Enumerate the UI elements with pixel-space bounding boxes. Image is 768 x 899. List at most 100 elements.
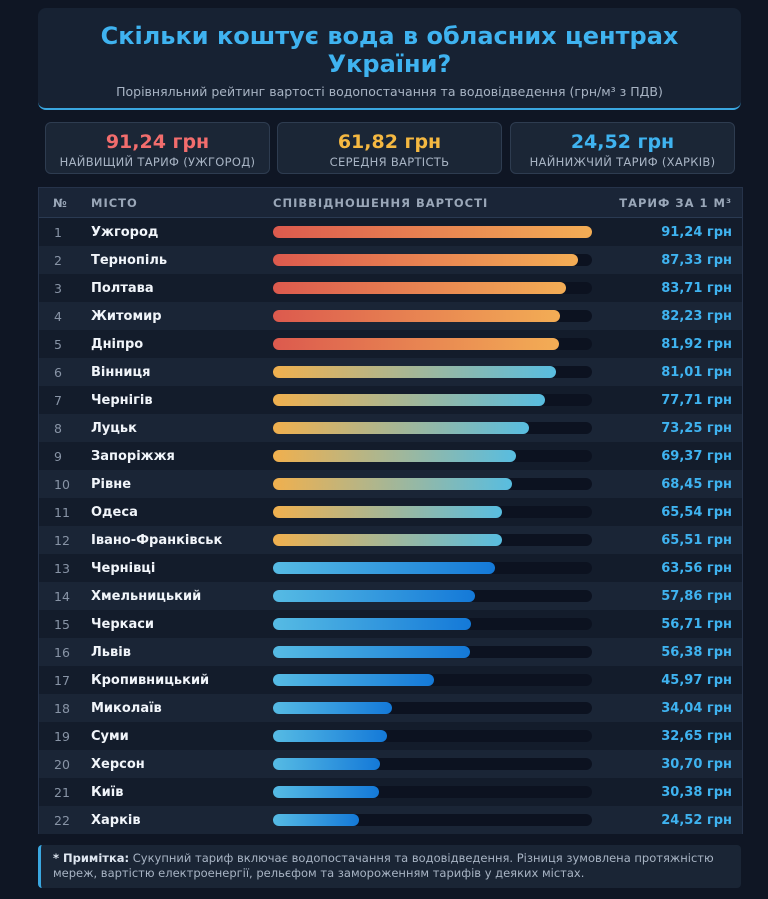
- row-tariff: 30,38 грн: [661, 785, 732, 800]
- bar: [273, 226, 592, 238]
- table-row: 10 Рівне 68,45 грн: [39, 470, 742, 498]
- row-rank: 3: [54, 281, 62, 296]
- card-highest-value: 91,24 грн: [105, 131, 210, 153]
- bar: [273, 618, 471, 630]
- table-row: 7 Чернігів 77,71 грн: [39, 386, 742, 414]
- row-rank: 22: [54, 813, 70, 828]
- bar-track: [273, 310, 592, 322]
- tariff-table: № МІСТО СПІВВІДНОШЕННЯ ВАРТОСТІ ТАРИФ ЗА…: [38, 187, 743, 834]
- table-row: 11 Одеса 65,54 грн: [39, 498, 742, 526]
- bar-track: [273, 590, 592, 602]
- row-rank: 14: [54, 589, 70, 604]
- bar: [273, 310, 560, 322]
- table-row: 20 Херсон 30,70 грн: [39, 750, 742, 778]
- bar-track: [273, 646, 592, 658]
- row-tariff: 81,01 грн: [661, 365, 732, 380]
- row-city: Житомир: [91, 309, 162, 324]
- row-city: Харків: [91, 813, 141, 828]
- row-city: Чернівці: [91, 561, 156, 576]
- row-tariff: 57,86 грн: [661, 589, 732, 604]
- table-row: 5 Дніпро 81,92 грн: [39, 330, 742, 358]
- header-panel: Скільки коштує вода в обласних центрах У…: [38, 8, 741, 110]
- row-city: Черкаси: [91, 617, 155, 632]
- table-row: 12 Івано-Франківськ 65,51 грн: [39, 526, 742, 554]
- bar-track: [273, 338, 592, 350]
- row-tariff: 56,71 грн: [661, 617, 732, 632]
- card-lowest-label: НАЙНИЖЧИЙ ТАРИФ (ХАРКІВ): [529, 155, 716, 169]
- bar-track: [273, 226, 592, 238]
- bar-track: [273, 562, 592, 574]
- row-tariff: 56,38 грн: [661, 645, 732, 660]
- row-rank: 16: [54, 645, 70, 660]
- row-tariff: 81,92 грн: [661, 337, 732, 352]
- summary-cards: 91,24 грн НАЙВИЩИЙ ТАРИФ (УЖГОРОД) 61,82…: [45, 122, 735, 174]
- card-average-value: 61,82 грн: [337, 131, 442, 153]
- row-rank: 17: [54, 673, 70, 688]
- table-row: 2 Тернопіль 87,33 грн: [39, 246, 742, 274]
- row-tariff: 24,52 грн: [661, 813, 732, 828]
- card-highest: 91,24 грн НАЙВИЩИЙ ТАРИФ (УЖГОРОД): [45, 122, 270, 174]
- row-tariff: 69,37 грн: [661, 449, 732, 464]
- row-city: Івано-Франківськ: [91, 533, 223, 548]
- row-city: Херсон: [91, 757, 145, 772]
- bar-track: [273, 674, 592, 686]
- row-city: Львів: [91, 645, 131, 660]
- row-rank: 2: [54, 253, 62, 268]
- row-tariff: 32,65 грн: [661, 729, 732, 744]
- row-rank: 1: [54, 225, 62, 240]
- row-city: Миколаїв: [91, 701, 162, 716]
- row-rank: 13: [54, 561, 70, 576]
- row-city: Суми: [91, 729, 129, 744]
- bar: [273, 786, 379, 798]
- bar: [273, 534, 502, 546]
- table-row: 9 Запоріжжя 69,37 грн: [39, 442, 742, 470]
- row-rank: 9: [54, 449, 62, 464]
- table-row: 19 Суми 32,65 грн: [39, 722, 742, 750]
- row-tariff: 77,71 грн: [661, 393, 732, 408]
- bar-track: [273, 758, 592, 770]
- bar: [273, 282, 566, 294]
- bar: [273, 254, 578, 266]
- card-average-label: СЕРЕДНЯ ВАРТІСТЬ: [329, 155, 450, 169]
- row-rank: 15: [54, 617, 70, 632]
- row-tariff: 82,23 грн: [661, 309, 732, 324]
- page-title: Скільки коштує вода в обласних центрах У…: [100, 22, 679, 78]
- card-lowest-value: 24,52 грн: [570, 131, 675, 153]
- row-city: Запоріжжя: [91, 449, 175, 464]
- table-row: 3 Полтава 83,71 грн: [39, 274, 742, 302]
- row-rank: 5: [54, 337, 62, 352]
- table-row: 15 Черкаси 56,71 грн: [39, 610, 742, 638]
- footnote-text: Сукупний тариф включає водопостачання та…: [53, 851, 714, 880]
- row-rank: 19: [54, 729, 70, 744]
- bar: [273, 450, 516, 462]
- row-tariff: 65,54 грн: [661, 505, 732, 520]
- row-city: Луцьк: [91, 421, 137, 436]
- row-tariff: 91,24 грн: [661, 225, 732, 240]
- row-city: Київ: [91, 785, 124, 800]
- bar-track: [273, 730, 592, 742]
- row-tariff: 34,04 грн: [661, 701, 732, 716]
- header-tariff: ТАРИФ ЗА 1 М³: [619, 196, 732, 210]
- table-row: 8 Луцьк 73,25 грн: [39, 414, 742, 442]
- bar: [273, 646, 470, 658]
- row-city: Ужгород: [91, 225, 159, 240]
- table-row: 17 Кропивницький 45,97 грн: [39, 666, 742, 694]
- card-lowest: 24,52 грн НАЙНИЖЧИЙ ТАРИФ (ХАРКІВ): [510, 122, 735, 174]
- bar: [273, 814, 359, 826]
- bar-track: [273, 786, 592, 798]
- row-city: Хмельницький: [91, 589, 202, 604]
- bar-track: [273, 478, 592, 490]
- table-row: 22 Харків 24,52 грн: [39, 806, 742, 834]
- row-rank: 7: [54, 393, 62, 408]
- row-tariff: 63,56 грн: [661, 561, 732, 576]
- row-rank: 4: [54, 309, 62, 324]
- bar-track: [273, 618, 592, 630]
- row-tariff: 68,45 грн: [661, 477, 732, 492]
- row-city: Рівне: [91, 477, 132, 492]
- bar-track: [273, 366, 592, 378]
- bar: [273, 506, 502, 518]
- row-city: Полтава: [91, 281, 154, 296]
- bar-track: [273, 282, 592, 294]
- table-row: 21 Київ 30,38 грн: [39, 778, 742, 806]
- header-ratio: СПІВВІДНОШЕННЯ ВАРТОСТІ: [273, 196, 489, 210]
